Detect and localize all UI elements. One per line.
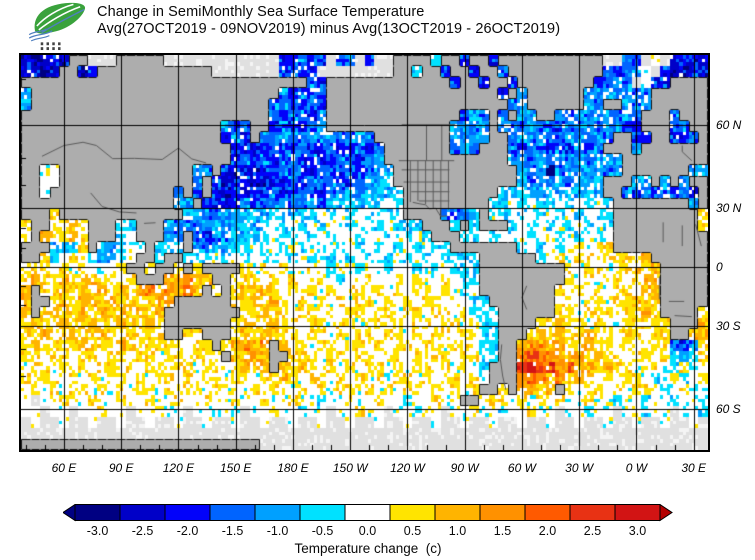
colorbar-tick-value: 2.5 [583,524,602,538]
colorbar-segment [164,504,211,521]
colorbar-tick-value: 1.0 [448,524,467,538]
chart-subtitle: Avg(27OCT2019 - 09NOV2019) minus Avg(13O… [97,21,561,37]
colorbar-tick-value: 0.0 [358,524,377,538]
colorbar-tick-value: 3.0 [628,524,647,538]
colorbar-segment [569,504,616,521]
colorbar-segment [479,504,526,521]
lon-tick-label: 180 E [277,461,309,475]
lon-tick-label: 120 W [390,461,425,475]
colorbar-segment [389,504,436,521]
colorbar-tick-value: -2.0 [176,524,199,538]
colorbar-tick-value: 2.0 [538,524,557,538]
colorbar-tick-value: 0.5 [403,524,422,538]
colorbar-left-arrow [63,504,76,522]
lat-tick-label: 60 S [716,402,741,417]
colorbar-tick-value: -1.0 [266,524,289,538]
lon-tick-label: 90 E [108,461,134,475]
green-leaf-waves-logo [28,2,86,51]
chart-titles: Change in SemiMonthly Sea Surface Temper… [97,4,560,38]
lon-tick-label: 60 E [51,461,77,475]
colorbar-segment [254,504,301,521]
lon-tick-label: 90 W [450,461,479,475]
colorbar-segment [119,504,166,521]
lon-tick-label: 150 E [220,461,252,475]
lat-tick-label: 30 S [716,319,741,334]
colorbar-segment [434,504,481,521]
colorbar-segment [299,504,346,521]
wave-lines [28,28,47,36]
colorbar-segment [209,504,256,521]
map-frame [19,53,710,452]
colorbar-tick-value: 1.5 [493,524,512,538]
colorbar-tick-value: -2.5 [131,524,154,538]
lon-tick-label: 60 W [507,461,536,475]
colorbar-segment [74,504,121,521]
logo-caption-glyphs [40,42,61,51]
sst-anomaly-map [21,55,708,450]
lon-tick-label: 30 W [565,461,594,475]
lon-tick-label: 120 E [162,461,195,475]
colorbar-scale [63,504,673,522]
colorbar-segment [344,504,391,521]
chart-title: Change in SemiMonthly Sea Surface Temper… [97,4,425,20]
lon-tick-label: 150 W [332,461,368,475]
colorbar-segment [614,504,661,521]
colorbar-segment [524,504,571,521]
colorbar-title: Temperature change (c) [294,541,442,556]
colorbar-tick-value: -3.0 [86,524,109,538]
lon-tick-label: 0 W [625,461,648,475]
colorbar-tick-value: -0.5 [311,524,334,538]
colorbar-tick-value: -1.5 [221,524,244,538]
lon-tick-label: 30 E [681,461,707,475]
lat-tick-label: 30 N [716,200,742,215]
colorbar-right-arrow [659,504,673,522]
lat-tick-label: 60 N [716,117,742,132]
lat-tick-label: 0 [716,259,723,274]
